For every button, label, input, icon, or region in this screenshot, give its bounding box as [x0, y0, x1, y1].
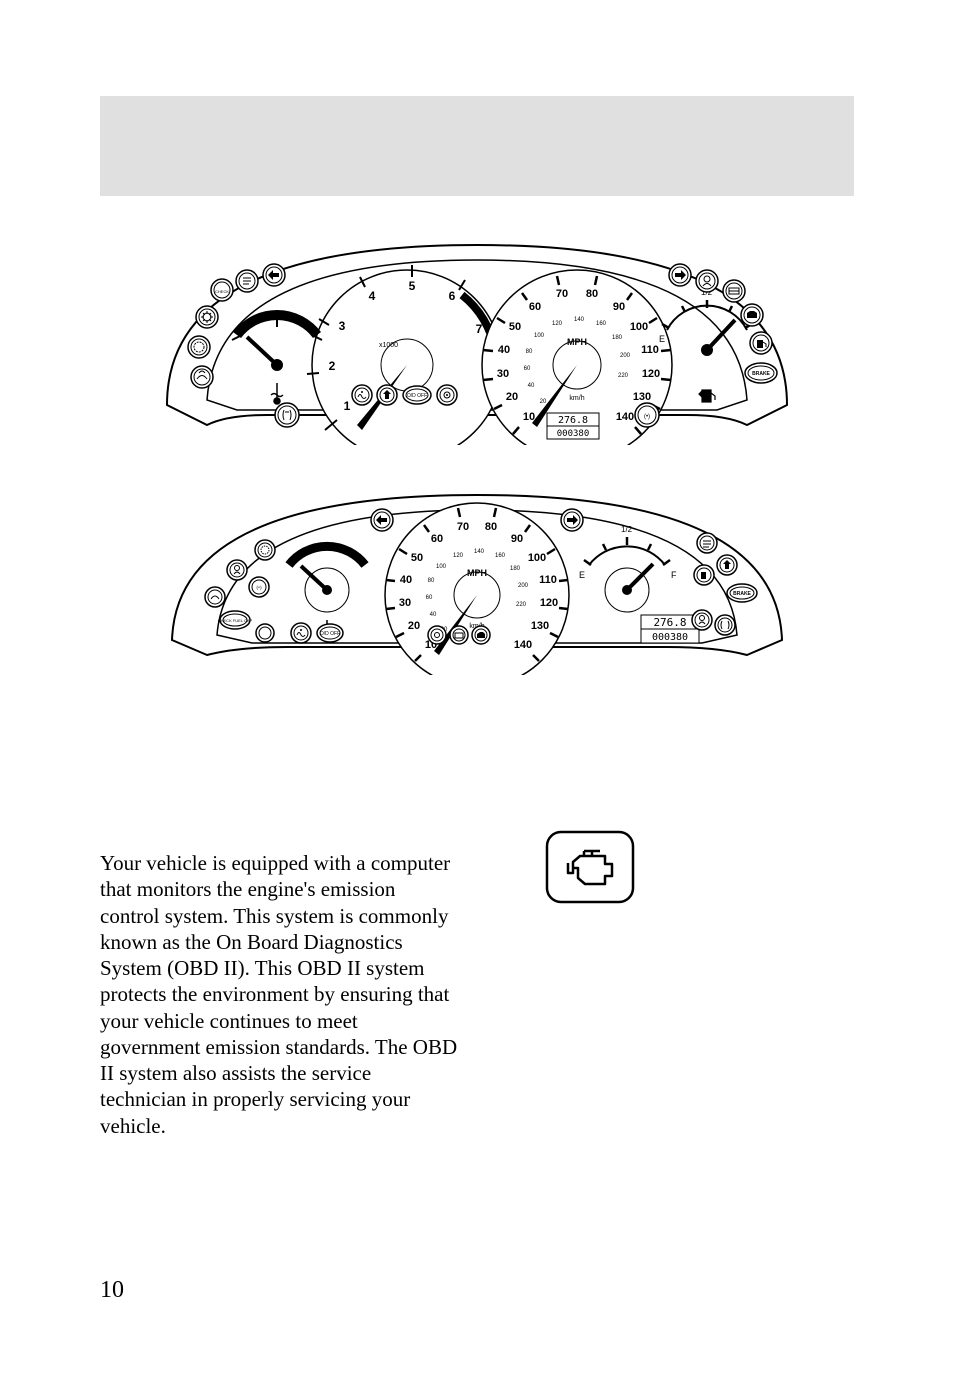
svg-text:(•): (•) — [256, 586, 261, 591]
speedo2-mph: MPH — [467, 568, 487, 578]
svg-text:80: 80 — [428, 578, 435, 584]
tacho-5: 5 — [409, 279, 416, 293]
svg-text:20: 20 — [540, 399, 547, 405]
svg-text:40: 40 — [400, 574, 412, 586]
tacho-1: 1 — [344, 399, 351, 413]
speedo-50: 50 — [509, 321, 521, 333]
speedo-120: 120 — [642, 368, 660, 380]
speedo-mph: MPH — [567, 337, 587, 347]
instrument-cluster-2: 1020 3040 5060 7080 90100 110120 130140 … — [100, 475, 854, 675]
svg-text:200: 200 — [620, 353, 631, 359]
speedo-90: 90 — [613, 301, 625, 313]
odo2-total: 000380 — [652, 632, 688, 643]
svg-text:120: 120 — [552, 321, 563, 327]
tacho-2: 2 — [329, 359, 336, 373]
svg-text:50: 50 — [411, 552, 423, 564]
svg-text:20: 20 — [408, 620, 420, 632]
odo2-trip: 276.8 — [653, 616, 686, 629]
speedo-130: 130 — [633, 391, 651, 403]
body-paragraph: Your vehicle is equipped with a computer… — [100, 850, 460, 1139]
header-bar — [100, 96, 854, 196]
tacho-3: 3 — [339, 319, 346, 333]
svg-text:200: 200 — [518, 583, 529, 589]
svg-text:160: 160 — [596, 321, 607, 327]
speedo-30: 30 — [497, 368, 509, 380]
speedo-80: 80 — [586, 288, 598, 300]
speedo-kmh: km/h — [569, 395, 584, 402]
od-off-label: O/D OFF — [407, 393, 427, 399]
svg-text:80: 80 — [485, 521, 497, 533]
fuel-e: E — [659, 334, 665, 344]
svg-text:140: 140 — [474, 549, 485, 555]
fuel2-half: 1/2 — [621, 525, 633, 534]
speedo-10: 10 — [523, 411, 535, 423]
tacho-7: 7 — [476, 322, 483, 336]
speedo-70: 70 — [556, 288, 568, 300]
speedo-140: 140 — [616, 411, 634, 423]
svg-text:120: 120 — [540, 597, 558, 609]
svg-text:220: 220 — [618, 373, 629, 379]
svg-text:100: 100 — [534, 333, 545, 339]
svg-text:140: 140 — [574, 317, 585, 323]
svg-text:140: 140 — [514, 639, 532, 651]
tacho-mult: x1000 — [379, 342, 398, 349]
instrument-cluster-1: 1 2 3 4 5 6 7 x1000 — [100, 225, 854, 445]
svg-text:120: 120 — [453, 553, 464, 559]
svg-text:100: 100 — [528, 552, 546, 564]
svg-text:40: 40 — [528, 383, 535, 389]
check-fuel-cap-label: CHECK FUEL CAP — [218, 618, 253, 623]
svg-text:60: 60 — [426, 595, 433, 601]
check-engine-icon — [545, 830, 635, 904]
svg-text:180: 180 — [612, 335, 623, 341]
fuel2-f: F — [671, 570, 677, 580]
svg-text:40: 40 — [430, 612, 437, 618]
tacho-6: 6 — [449, 289, 456, 303]
speedo-20: 20 — [506, 391, 518, 403]
brake2-label: BRAKE — [733, 591, 751, 597]
svg-text:(•): (•) — [644, 414, 650, 420]
svg-text:60: 60 — [431, 533, 443, 545]
svg-text:90: 90 — [511, 533, 523, 545]
speedo-100: 100 — [630, 321, 648, 333]
svg-text:80: 80 — [526, 349, 533, 355]
svg-text:100: 100 — [436, 564, 447, 570]
speedo-110: 110 — [641, 344, 659, 356]
fuel2-e: E — [579, 570, 585, 580]
svg-text:CHECK: CHECK — [215, 289, 229, 294]
svg-text:180: 180 — [510, 566, 521, 572]
od-off-2: O/D OFF — [320, 631, 340, 637]
svg-text:110: 110 — [539, 574, 557, 586]
brake-icon-label: BRAKE — [752, 371, 770, 377]
speedo-40: 40 — [498, 344, 510, 356]
svg-text:30: 30 — [399, 597, 411, 609]
odo-trip: 276.8 — [558, 415, 588, 426]
speedo-60: 60 — [529, 301, 541, 313]
svg-text:220: 220 — [516, 602, 527, 608]
svg-text:60: 60 — [524, 366, 531, 372]
svg-text:130: 130 — [531, 620, 549, 632]
tacho-4: 4 — [369, 289, 376, 303]
instrument-cluster-diagrams: 1 2 3 4 5 6 7 x1000 — [100, 225, 854, 725]
page-number: 10 — [100, 1277, 124, 1304]
svg-text:70: 70 — [457, 521, 469, 533]
odo-total: 000380 — [557, 429, 590, 439]
svg-text:160: 160 — [495, 553, 506, 559]
